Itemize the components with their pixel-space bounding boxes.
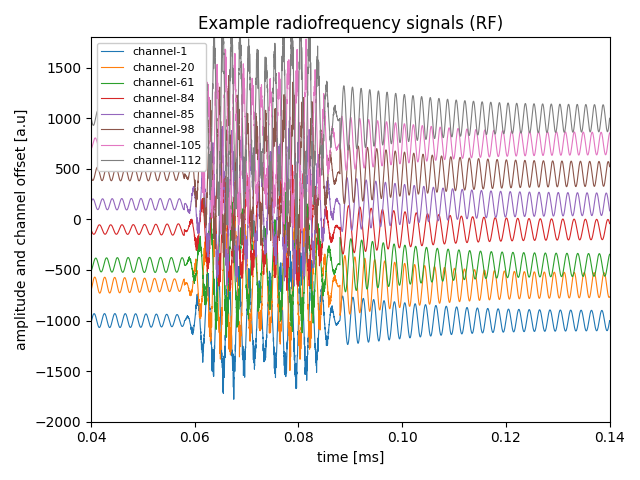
channel-1 [230, 396, 237, 402]
channel-85 [181, 201, 189, 206]
channel-85 [285, 126, 293, 132]
channel-112 [181, 116, 189, 122]
channel-84 [232, 160, 239, 166]
channel-85 [514, 200, 522, 205]
channel-1 [285, 287, 293, 292]
channel-84 [181, 228, 189, 233]
Line: channel-61: channel-61 [91, 192, 610, 337]
channel-105 [181, 142, 189, 148]
channel-98 [285, 238, 293, 243]
channel-1 [87, 320, 95, 325]
channel-84 [514, 216, 522, 221]
channel-1 [606, 318, 614, 324]
channel-98 [606, 164, 614, 169]
Line: channel-20: channel-20 [91, 203, 610, 371]
channel-112 [296, 0, 304, 2]
channel-105 [285, 86, 293, 92]
channel-84 [87, 227, 95, 232]
channel-105 [87, 146, 95, 152]
X-axis label: time [ms]: time [ms] [317, 451, 384, 465]
channel-61 [425, 255, 433, 261]
Legend: channel-1, channel-20, channel-61, channel-84, channel-85, channel-98, channel-1: channel-1, channel-20, channel-61, chann… [97, 43, 206, 171]
channel-85 [425, 219, 433, 225]
channel-20 [87, 288, 95, 294]
channel-20 [425, 297, 433, 303]
channel-1 [425, 321, 433, 327]
channel-85 [87, 200, 95, 205]
channel-84 [285, 228, 293, 234]
channel-1 [399, 317, 406, 323]
channel-98 [294, 269, 301, 275]
channel-112 [514, 104, 522, 109]
channel-98 [225, 73, 232, 79]
channel-85 [399, 201, 406, 206]
channel-105 [218, 231, 225, 237]
channel-84 [474, 239, 482, 245]
channel-112 [606, 115, 614, 121]
channel-105 [399, 140, 406, 145]
channel-61 [181, 263, 189, 268]
channel-61 [399, 261, 406, 267]
channel-84 [226, 288, 234, 294]
channel-98 [87, 173, 95, 179]
channel-61 [87, 268, 95, 274]
channel-112 [474, 132, 482, 137]
channel-20 [514, 288, 522, 294]
channel-61 [282, 189, 289, 195]
channel-84 [425, 213, 433, 219]
channel-20 [474, 293, 482, 299]
channel-105 [514, 147, 522, 153]
channel-20 [286, 368, 294, 373]
Y-axis label: amplitude and channel offset [a.u]: amplitude and channel offset [a.u] [15, 109, 29, 350]
Line: channel-98: channel-98 [91, 76, 610, 272]
Line: channel-84: channel-84 [91, 163, 610, 291]
channel-1 [287, 248, 294, 254]
channel-98 [181, 171, 189, 177]
channel-61 [474, 259, 482, 265]
channel-98 [425, 187, 433, 193]
channel-20 [292, 200, 300, 206]
channel-112 [399, 114, 406, 120]
channel-85 [285, 118, 293, 123]
Line: channel-1: channel-1 [91, 251, 610, 399]
channel-112 [285, 149, 293, 155]
channel-85 [474, 208, 482, 214]
channel-105 [474, 141, 482, 146]
channel-105 [606, 130, 614, 136]
channel-112 [87, 114, 95, 120]
channel-105 [425, 147, 433, 153]
Title: Example radiofrequency signals (RF): Example radiofrequency signals (RF) [198, 15, 503, 33]
channel-61 [606, 252, 614, 257]
channel-112 [425, 110, 433, 116]
channel-20 [285, 332, 293, 338]
channel-61 [223, 335, 230, 340]
channel-98 [474, 156, 482, 162]
channel-61 [514, 274, 522, 279]
Line: channel-112: channel-112 [91, 0, 610, 239]
channel-85 [606, 208, 614, 214]
channel-1 [514, 310, 522, 315]
channel-84 [606, 221, 614, 227]
channel-20 [606, 294, 614, 300]
channel-20 [399, 281, 406, 287]
channel-105 [302, 36, 310, 42]
Line: channel-105: channel-105 [91, 39, 610, 234]
Line: channel-85: channel-85 [91, 120, 610, 286]
channel-98 [399, 170, 406, 176]
channel-20 [181, 281, 189, 287]
channel-112 [292, 236, 300, 241]
channel-1 [181, 317, 189, 323]
channel-85 [291, 283, 298, 289]
channel-84 [399, 226, 406, 232]
channel-98 [514, 168, 522, 174]
channel-1 [474, 307, 482, 312]
channel-61 [285, 280, 293, 286]
